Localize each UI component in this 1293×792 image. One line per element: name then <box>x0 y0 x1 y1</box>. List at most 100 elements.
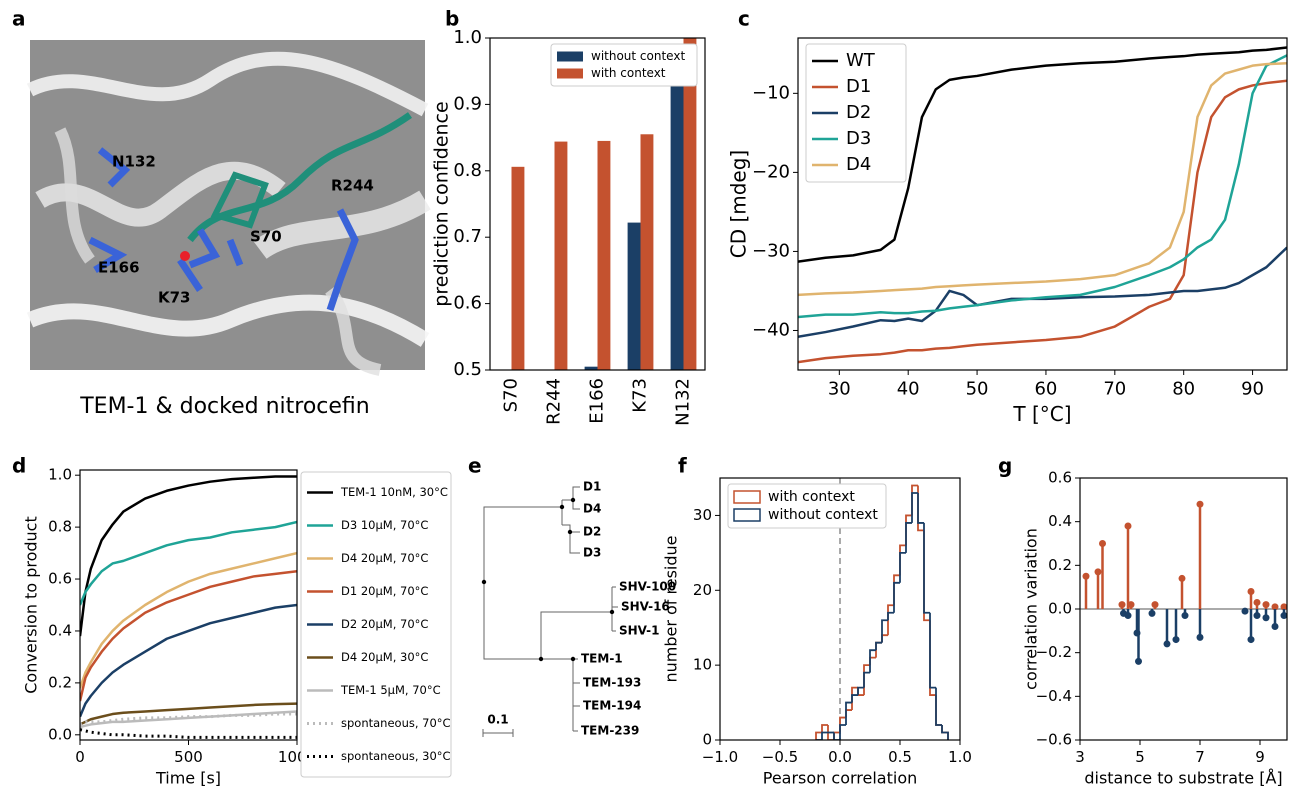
x-tick-label: E166 <box>587 378 608 424</box>
histogram-step <box>876 643 882 650</box>
histogram-step <box>906 523 912 553</box>
histogram-step <box>852 695 858 702</box>
x-tick-label: 5 <box>1135 748 1145 766</box>
leaf-label: D3 <box>583 546 601 560</box>
x-axis-label: Time [s] <box>155 769 221 788</box>
stem-marker <box>1125 612 1132 619</box>
legend-label: D1 20μM, 70°C <box>341 584 428 598</box>
figure: aN132R244S70E166K73TEM-1 & docked nitroc… <box>0 0 1293 792</box>
panel-letter: e <box>468 454 482 478</box>
panel-letter: d <box>12 454 26 478</box>
stem-marker <box>1125 523 1132 530</box>
x-tick-label: K73 <box>630 378 651 413</box>
y-axis-label: CD [mdeg] <box>727 150 751 259</box>
y-tick-label: 0.9 <box>453 93 482 114</box>
x-axis-label: T [°C] <box>1012 402 1071 426</box>
x-axis-label: Pearson correlation <box>763 769 918 788</box>
legend-label: TEM-1 5μM, 70°C <box>340 683 441 697</box>
stem-marker <box>1263 614 1270 621</box>
y-tick-label: −40 <box>752 319 790 340</box>
stem-marker <box>1119 601 1126 608</box>
x-tick-label: 1.0 <box>948 748 972 766</box>
stem-marker <box>1263 601 1270 608</box>
stem-marker <box>1197 501 1204 508</box>
leaf-label: D2 <box>583 525 601 539</box>
series-line <box>80 571 297 701</box>
x-tick-label: 7 <box>1195 748 1205 766</box>
histogram-step <box>864 673 870 688</box>
stem-marker <box>1242 608 1249 615</box>
stem-marker <box>1254 599 1261 606</box>
histogram-step <box>930 613 936 688</box>
y-tick-label: 0.4 <box>48 621 72 639</box>
x-tick-label: 0.0 <box>828 748 852 766</box>
legend-label: WT <box>846 50 876 71</box>
y-tick-label: −20 <box>752 161 790 182</box>
series-line <box>80 476 297 636</box>
stem-marker <box>1152 601 1159 608</box>
series-line <box>80 730 297 738</box>
y-tick-label: 0.0 <box>1048 600 1072 618</box>
y-tick-label: 20 <box>693 581 712 599</box>
legend-label: without context <box>768 507 878 523</box>
y-tick-label: 0.5 <box>453 359 482 380</box>
y-tick-label: 0.4 <box>1048 512 1072 530</box>
y-tick-label: −0.4 <box>1036 687 1072 705</box>
bar <box>628 223 641 370</box>
x-tick-label: −1.0 <box>702 748 738 766</box>
structure-image <box>30 40 425 370</box>
y-axis-label: prediction confidence <box>431 101 453 306</box>
stem-marker <box>1128 601 1135 608</box>
stem-marker <box>1095 568 1102 575</box>
y-tick-label: 0.6 <box>453 293 482 314</box>
legend-label: D4 <box>846 154 871 175</box>
stem-marker <box>1182 612 1189 619</box>
leaf-label: TEM-194 <box>583 699 641 713</box>
residue-label: S70 <box>250 228 282 246</box>
histogram-step <box>894 583 900 613</box>
bar <box>671 57 684 370</box>
axes-frame <box>80 470 297 740</box>
panel-letter: a <box>12 7 26 31</box>
x-tick-label: R244 <box>544 378 565 425</box>
x-tick-label: 3 <box>1075 748 1085 766</box>
histogram-step <box>936 688 942 725</box>
histogram-step <box>942 725 948 740</box>
x-tick-label: 9 <box>1255 748 1265 766</box>
y-tick-label: 0 <box>702 731 712 749</box>
bar <box>598 141 611 370</box>
legend-swatch <box>557 52 583 62</box>
y-tick-label: 1.0 <box>453 27 482 48</box>
y-axis-label: Conversion to product <box>22 516 41 693</box>
y-tick-label: 0.6 <box>1048 469 1072 487</box>
stem-marker <box>1164 640 1171 647</box>
leaf-label: TEM-1 <box>581 652 623 666</box>
histogram-step <box>888 613 894 620</box>
y-tick-label: 0.6 <box>48 570 72 588</box>
caption: TEM-1 & docked nitrocefin <box>79 394 370 419</box>
residue-label: E166 <box>98 259 140 277</box>
x-tick-label: 80 <box>1172 379 1195 400</box>
series-line <box>80 522 297 605</box>
legend-label: spontaneous, 70°C <box>341 716 451 730</box>
y-tick-label: 0.2 <box>48 673 72 691</box>
stem-marker <box>1254 612 1261 619</box>
leaf-label: TEM-193 <box>583 676 641 690</box>
y-tick-label: 0.8 <box>48 518 72 536</box>
stem-marker <box>1248 636 1255 643</box>
stem-marker <box>1135 658 1142 665</box>
x-tick-label: 500 <box>174 748 203 766</box>
x-tick-label: 0.5 <box>888 748 912 766</box>
x-tick-label: 90 <box>1241 379 1264 400</box>
plot-area <box>80 476 297 737</box>
x-tick-label: 40 <box>897 379 920 400</box>
legend-label: with context <box>768 489 855 505</box>
legend-label: spontaneous, 30°C <box>341 749 451 763</box>
y-tick-label: −10 <box>752 82 790 103</box>
stem-marker <box>1272 623 1279 630</box>
stem-marker <box>1248 588 1255 595</box>
legend-label: D2 <box>846 102 871 123</box>
plot-area <box>512 38 697 370</box>
series-line <box>80 605 297 717</box>
histogram-step <box>900 553 906 583</box>
